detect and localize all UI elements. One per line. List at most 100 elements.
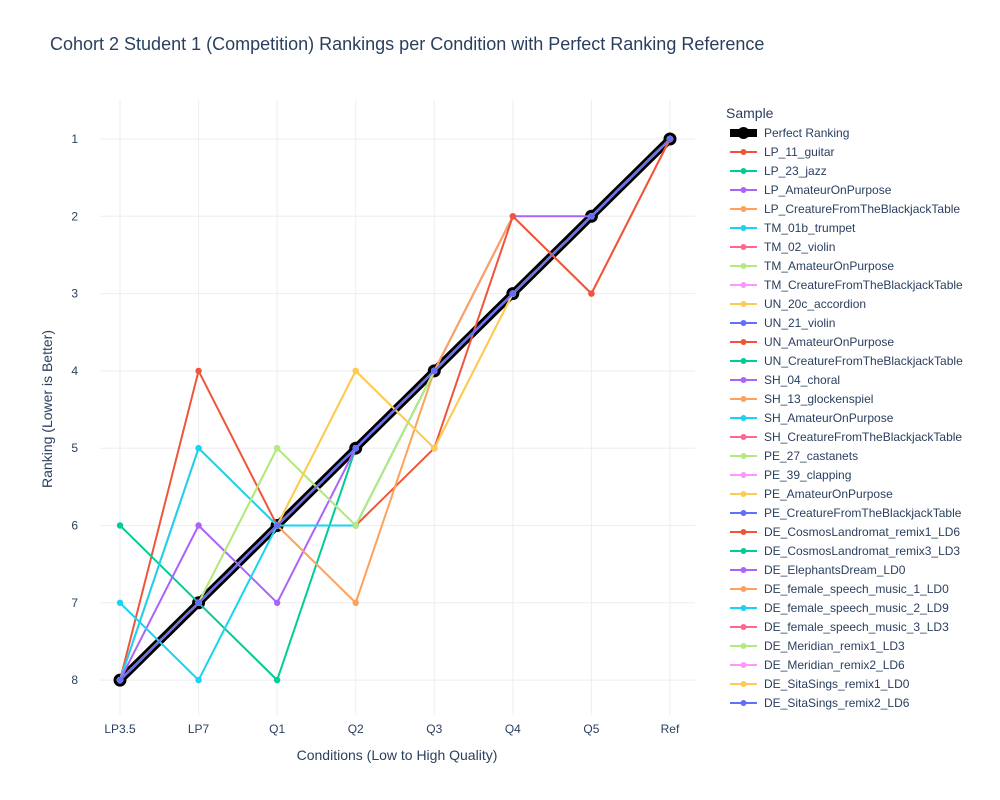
legend: Sample Perfect Ranking LP_11_guitar LP_23_… <box>726 105 963 710</box>
legend-marker <box>740 681 747 687</box>
legend-item[interactable]: LP_AmateurOnPurpose <box>730 183 892 197</box>
legend-item[interactable]: DE_CosmosLandromat_remix3_LD3 <box>730 544 960 558</box>
data-point <box>352 599 359 606</box>
legend-item[interactable]: PE_CreatureFromTheBlackjackTable <box>730 506 962 520</box>
data-point <box>666 135 674 143</box>
legend-label: UN_20c_accordion <box>764 297 866 311</box>
legend-marker <box>740 339 747 345</box>
data-point <box>195 599 202 606</box>
legend-label: SH_13_glockenspiel <box>764 392 873 406</box>
legend-item[interactable]: LP_11_guitar <box>730 145 835 159</box>
legend-item[interactable]: TM_CreatureFromTheBlackjackTable <box>730 278 963 292</box>
y-tick-label: 8 <box>71 673 78 687</box>
legend-label: DE_Meridian_remix1_LD3 <box>764 639 905 653</box>
legend-item[interactable]: PE_27_castanets <box>730 449 858 463</box>
legend-item[interactable]: SH_04_choral <box>730 373 840 387</box>
legend-marker <box>740 358 747 364</box>
legend-label: TM_01b_trumpet <box>764 221 856 235</box>
series-lines <box>113 132 677 687</box>
legend-item[interactable]: DE_Meridian_remix1_LD3 <box>730 639 905 653</box>
legend-marker <box>740 662 747 668</box>
y-tick-label: 3 <box>71 287 78 301</box>
legend-item[interactable]: Perfect Ranking <box>730 126 849 140</box>
legend-item[interactable]: LP_CreatureFromTheBlackjackTable <box>730 202 960 216</box>
legend-item[interactable]: DE_female_speech_music_1_LD0 <box>730 582 949 596</box>
legend-item[interactable]: DE_female_speech_music_3_LD3 <box>730 620 949 634</box>
legend-marker <box>740 244 747 250</box>
legend-items: Perfect Ranking LP_11_guitar LP_23_jazz LP_… <box>730 126 963 710</box>
legend-item[interactable]: PE_39_clapping <box>730 468 851 482</box>
y-tick-label: 6 <box>71 519 78 533</box>
legend-marker <box>740 453 747 459</box>
legend-item[interactable]: PE_AmateurOnPurpose <box>730 487 893 501</box>
legend-item[interactable]: TM_02_violin <box>730 240 835 254</box>
legend-marker <box>740 263 747 269</box>
data-point <box>588 213 595 220</box>
y-tick-labels: 1 2 3 4 5 6 7 8 <box>71 132 78 687</box>
data-point <box>195 445 202 452</box>
data-point <box>195 367 202 375</box>
y-tick-label: 5 <box>71 441 78 455</box>
legend-marker <box>740 510 747 516</box>
legend-label: UN_AmateurOnPurpose <box>764 335 894 349</box>
legend-label: DE_female_speech_music_2_LD9 <box>764 601 949 615</box>
x-tick-label: Ref <box>661 722 680 736</box>
y-axis-title: Ranking (Lower is Better) <box>39 330 55 488</box>
y-tick-label: 7 <box>71 596 78 610</box>
legend-marker <box>740 396 747 402</box>
legend-marker <box>740 624 747 630</box>
legend-item[interactable]: LP_23_jazz <box>730 164 827 178</box>
x-tick-label: Q3 <box>426 722 442 736</box>
legend-marker <box>740 605 747 611</box>
legend-marker <box>740 415 747 421</box>
legend-marker <box>740 643 747 649</box>
legend-item[interactable]: SH_CreatureFromTheBlackjackTable <box>730 430 962 444</box>
legend-marker <box>740 225 747 231</box>
legend-item[interactable]: TM_AmateurOnPurpose <box>730 259 894 273</box>
legend-item[interactable]: DE_CosmosLandromat_remix1_LD6 <box>730 525 960 539</box>
legend-label: Perfect Ranking <box>764 126 849 140</box>
legend-marker <box>740 377 747 383</box>
legend-marker <box>740 282 747 288</box>
chart-title: Cohort 2 Student 1 (Competition) Ranking… <box>50 34 764 54</box>
y-tick-label: 4 <box>71 364 78 378</box>
x-tick-labels: LP3.5 LP7 Q1 Q2 Q3 Q4 Q5 Ref <box>104 722 680 736</box>
legend-label: DE_ElephantsDream_LD0 <box>764 563 906 577</box>
legend-marker <box>740 491 747 497</box>
data-point <box>352 522 359 529</box>
legend-item[interactable]: UN_AmateurOnPurpose <box>730 335 894 349</box>
data-point <box>195 522 202 529</box>
legend-label: SH_CreatureFromTheBlackjackTable <box>764 430 962 444</box>
data-point <box>431 367 438 375</box>
legend-item[interactable]: DE_Meridian_remix2_LD6 <box>730 658 905 672</box>
legend-item[interactable]: SH_AmateurOnPurpose <box>730 411 894 425</box>
legend-item[interactable]: TM_01b_trumpet <box>730 221 856 235</box>
legend-item[interactable]: DE_SitaSings_remix1_LD0 <box>730 677 910 691</box>
legend-label: DE_CosmosLandromat_remix3_LD3 <box>764 544 960 558</box>
legend-marker <box>740 168 747 174</box>
legend-item[interactable]: UN_20c_accordion <box>730 297 866 311</box>
legend-item[interactable]: UN_21_violin <box>730 316 835 330</box>
legend-label: SH_04_choral <box>764 373 840 387</box>
legend-item[interactable]: DE_SitaSings_remix2_LD6 <box>730 696 910 710</box>
legend-marker <box>740 529 747 535</box>
legend-marker <box>740 187 747 193</box>
legend-label: LP_11_guitar <box>764 145 835 159</box>
legend-label: SH_AmateurOnPurpose <box>764 411 894 425</box>
x-tick-label: Q5 <box>583 722 599 736</box>
data-point <box>431 445 438 452</box>
legend-label: PE_AmateurOnPurpose <box>764 487 893 501</box>
legend-item[interactable]: UN_CreatureFromTheBlackjackTable <box>730 354 963 368</box>
x-tick-label: Q1 <box>269 722 285 736</box>
legend-item[interactable]: DE_female_speech_music_2_LD9 <box>730 601 949 615</box>
legend-label: UN_CreatureFromTheBlackjackTable <box>764 354 963 368</box>
legend-label: DE_CosmosLandromat_remix1_LD6 <box>764 525 960 539</box>
legend-item[interactable]: DE_ElephantsDream_LD0 <box>730 563 906 577</box>
legend-label: TM_AmateurOnPurpose <box>764 259 894 273</box>
legend-label: DE_Meridian_remix2_LD6 <box>764 658 905 672</box>
data-point <box>352 367 359 375</box>
data-point <box>273 522 281 529</box>
legend-item[interactable]: SH_13_glockenspiel <box>730 392 873 406</box>
legend-label: DE_female_speech_music_3_LD3 <box>764 620 949 634</box>
legend-title: Sample <box>726 105 774 121</box>
